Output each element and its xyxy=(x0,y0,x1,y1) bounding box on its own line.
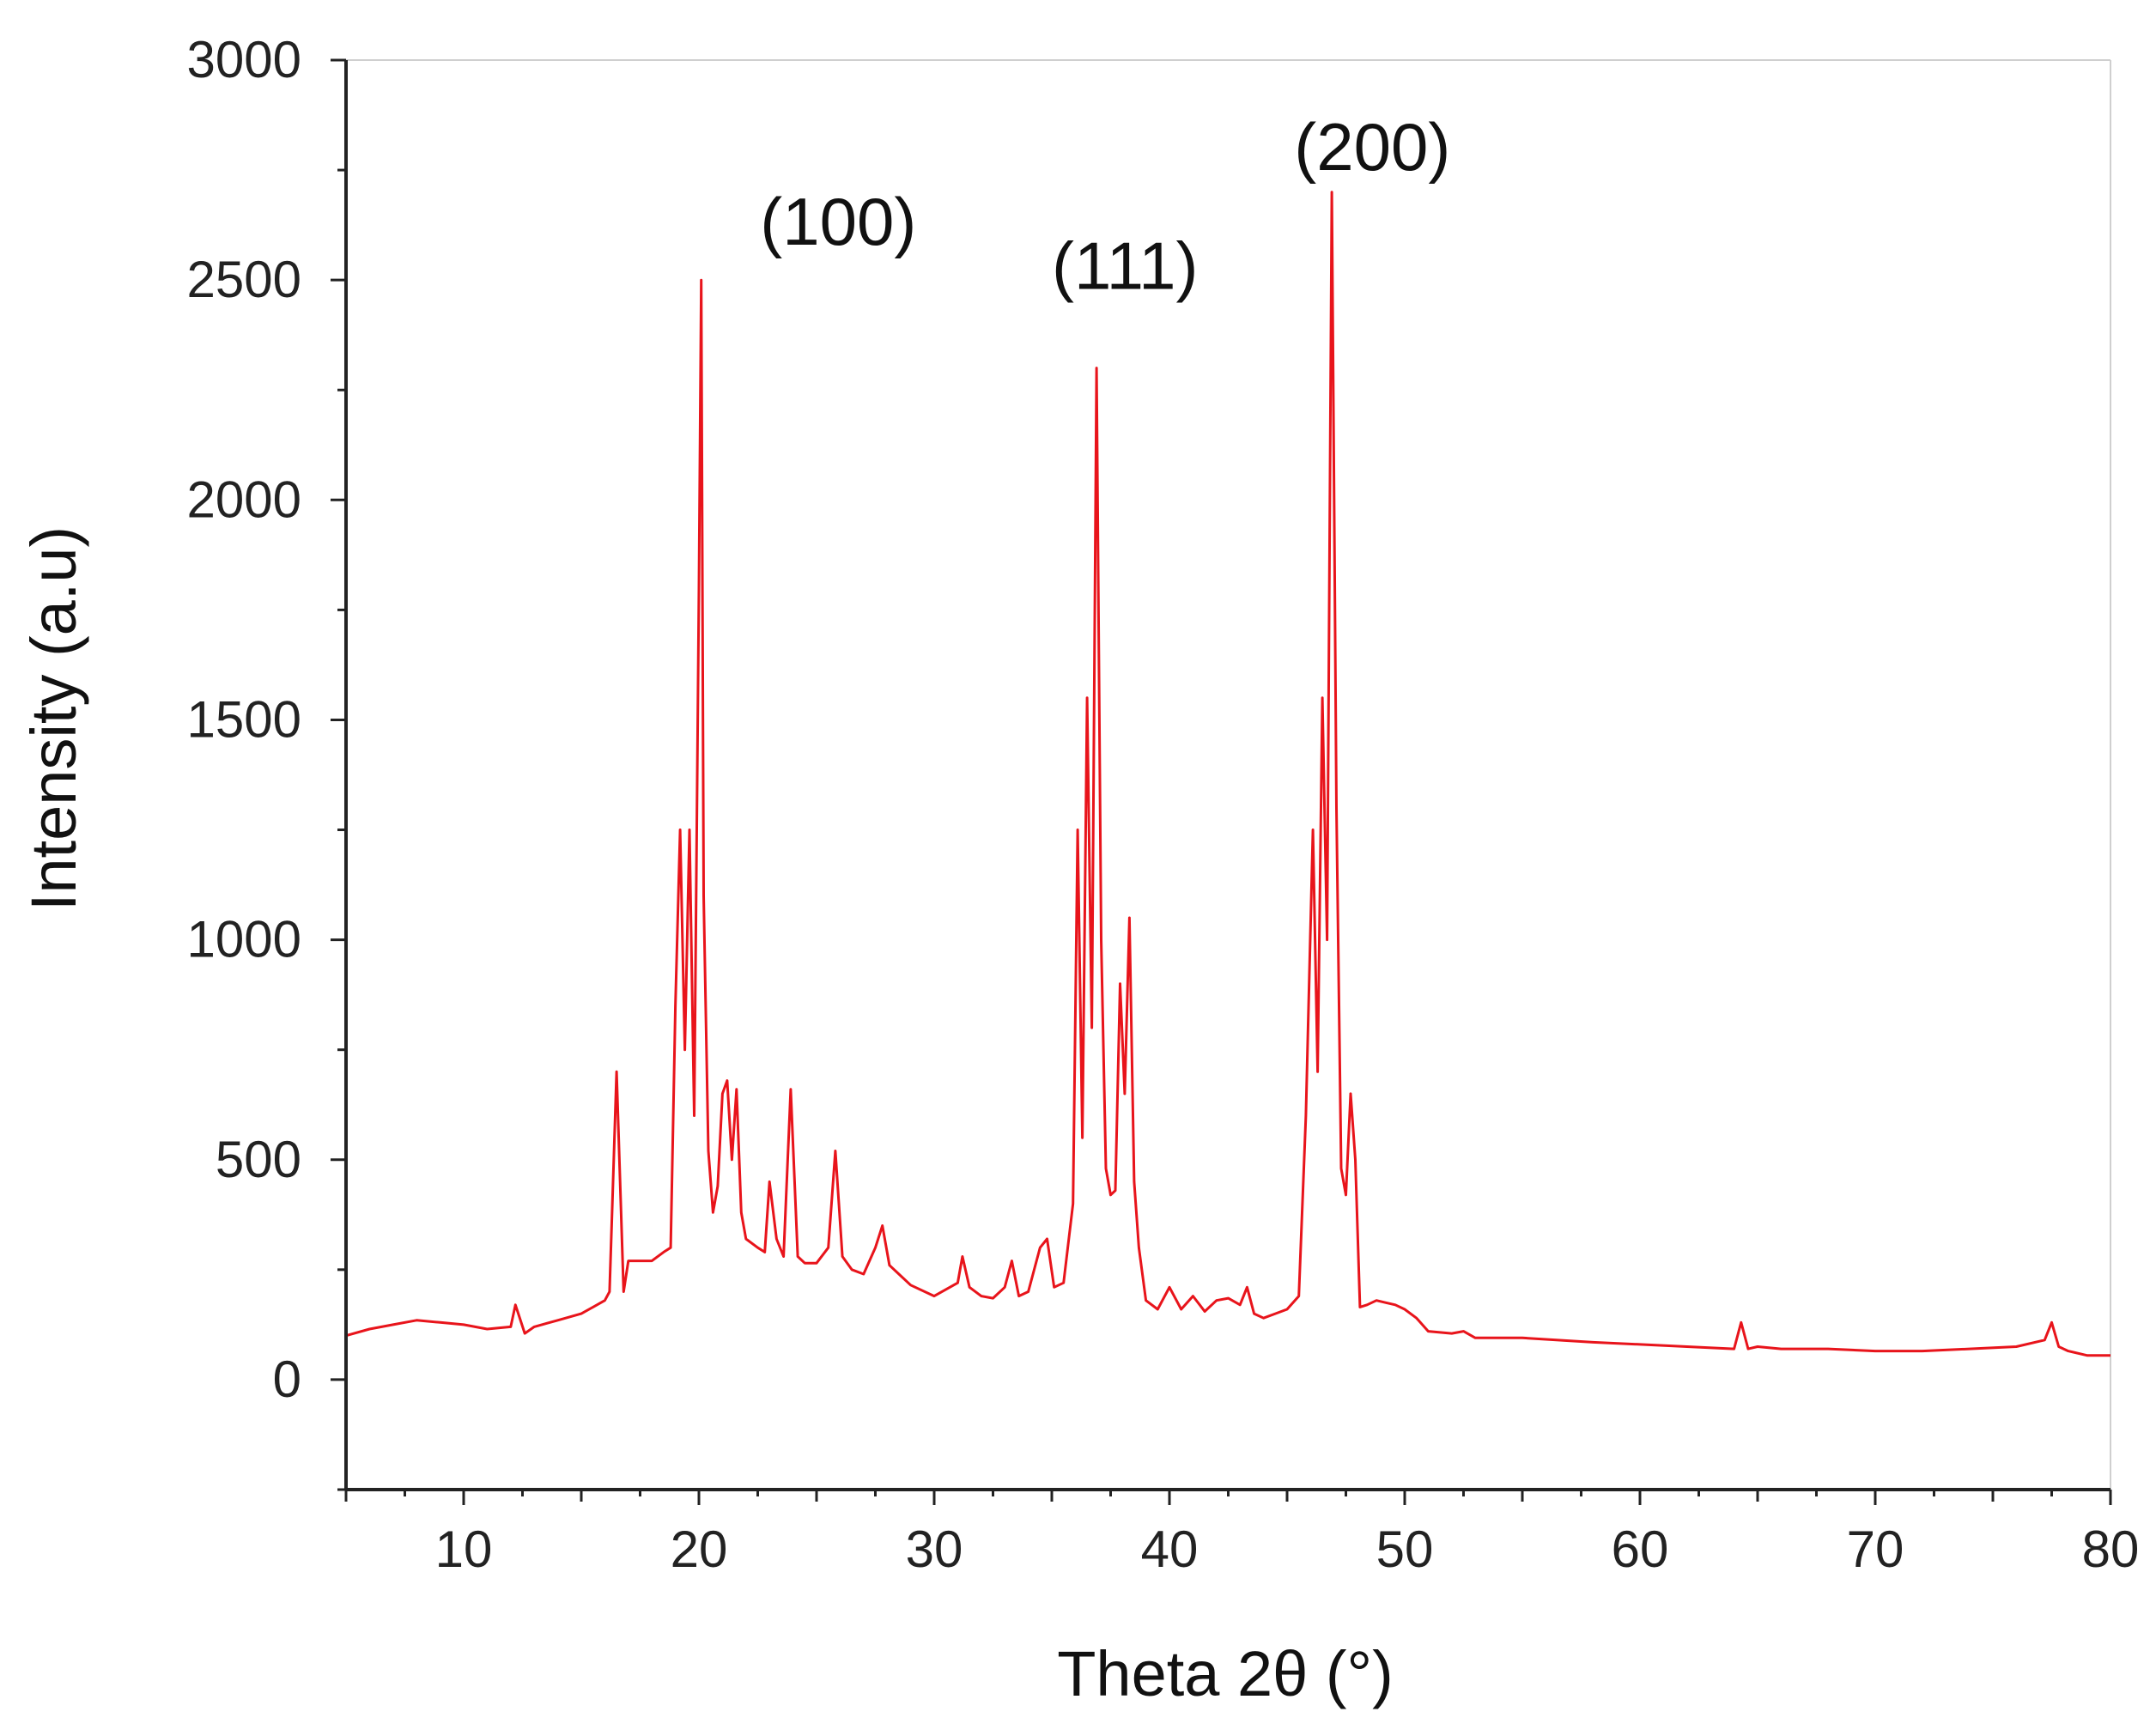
y-tick-label: 1500 xyxy=(187,690,301,748)
x-tick-label: 10 xyxy=(435,1521,493,1578)
x-axis-title: Theta 2θ (°) xyxy=(1057,1638,1394,1709)
y-axis-title: Intensity (a.u) xyxy=(18,526,89,911)
y-tick-label: 2000 xyxy=(187,470,301,528)
x-tick-label: 50 xyxy=(1376,1521,1434,1578)
x-tick-label: 60 xyxy=(1612,1521,1669,1578)
peak-label: (200) xyxy=(1294,109,1450,185)
y-tick-label: 0 xyxy=(273,1351,301,1408)
x-tick-label: 20 xyxy=(671,1521,728,1578)
peak-label: (111) xyxy=(1052,228,1199,303)
y-tick-label: 2500 xyxy=(187,251,301,308)
y-axis: 0 500 1000 1500 2000 2500 3000 xyxy=(187,31,348,1491)
x-tick-label: 70 xyxy=(1847,1521,1904,1578)
x-tick-label: 30 xyxy=(906,1521,963,1578)
x-tick-label: 80 xyxy=(2082,1521,2140,1578)
x-axis: 10 20 30 40 50 60 70 80 xyxy=(344,1488,2140,1578)
plot-frame xyxy=(346,59,2111,1490)
peak-annotations: (100) (111) (200) xyxy=(760,109,1450,303)
series-line-0 xyxy=(345,191,2110,1357)
data-layer xyxy=(345,191,2110,1357)
peak-label: (100) xyxy=(760,184,916,259)
x-tick-label: 40 xyxy=(1141,1521,1199,1578)
y-tick-label: 3000 xyxy=(187,31,301,88)
y-tick-label: 1000 xyxy=(187,911,301,968)
y-tick-label: 500 xyxy=(216,1131,301,1188)
